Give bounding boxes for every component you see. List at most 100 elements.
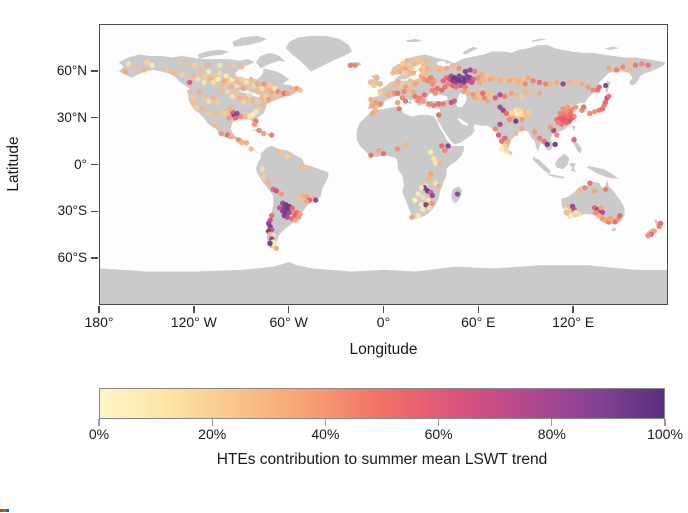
- lake-data-point: [476, 79, 483, 85]
- lake-data-point: [415, 98, 421, 104]
- lake-data-point: [591, 188, 598, 194]
- lake-data-point: [525, 75, 532, 81]
- water-body: [457, 118, 469, 126]
- lake-data-point: [617, 213, 623, 219]
- lake-data-point: [532, 129, 538, 135]
- lake-data-point: [497, 121, 503, 127]
- lake-data-point: [426, 175, 432, 182]
- lake-data-point: [525, 109, 532, 115]
- lake-data-point: [199, 106, 206, 112]
- lake-data-point: [229, 62, 235, 68]
- lake-data-point: [246, 92, 253, 98]
- lake-data-point: [543, 81, 549, 87]
- x-tick-mark: [477, 306, 480, 313]
- lake-data-point: [204, 62, 210, 68]
- lake-data-point: [426, 101, 432, 107]
- lake-data-point: [218, 130, 224, 137]
- lake-data-point: [571, 113, 577, 120]
- landmass: [285, 35, 352, 72]
- landmass: [586, 166, 619, 179]
- water-body: [233, 65, 258, 80]
- lake-data-point: [560, 81, 566, 87]
- lake-data-point: [547, 124, 554, 130]
- y-tick-mark: [91, 116, 98, 119]
- y-tick-label: 60°S: [57, 250, 87, 266]
- colorbar-tick-mark: [98, 419, 100, 426]
- lake-data-point: [210, 79, 217, 85]
- lake-data-point: [426, 205, 432, 211]
- water-body: [426, 93, 449, 101]
- lake-data-point: [187, 89, 193, 95]
- landmass: [405, 38, 423, 43]
- lake-data-point: [190, 99, 196, 106]
- lake-data-point: [201, 79, 207, 85]
- lake-data-point: [406, 87, 412, 93]
- lake-data-point: [246, 113, 253, 120]
- lake-data-point: [536, 79, 543, 85]
- lake-data-point: [555, 120, 562, 126]
- world-map-svg: [100, 35, 667, 304]
- lake-data-point: [554, 132, 560, 138]
- lake-data-point: [442, 84, 448, 90]
- landmass: [604, 46, 620, 50]
- lake-data-point: [435, 112, 442, 118]
- lake-data-point: [218, 89, 224, 95]
- lake-data-point: [240, 99, 247, 106]
- lake-data-point: [467, 67, 473, 73]
- lake-data-point: [544, 141, 550, 147]
- lake-data-point: [194, 76, 201, 82]
- lake-data-point: [511, 76, 517, 82]
- lake-data-point: [217, 62, 223, 68]
- lake-data-point: [259, 166, 265, 172]
- colorbar-title: HTEs contribution to summer mean LSWT tr…: [216, 451, 548, 468]
- lake-data-point: [429, 200, 436, 206]
- lake-data-point: [552, 141, 558, 147]
- landmass: [569, 162, 576, 173]
- lake-data-point: [423, 58, 429, 64]
- y-tick-label: 0°: [74, 156, 87, 172]
- lake-data-point: [347, 62, 354, 68]
- lake-data-point: [606, 93, 612, 99]
- lake-data-point: [246, 82, 253, 89]
- lake-data-point: [226, 115, 232, 121]
- lake-data-point: [261, 101, 267, 107]
- lake-data-point: [579, 81, 585, 87]
- lake-data-point: [443, 65, 450, 72]
- lake-data-point: [432, 90, 439, 96]
- lake-data-point: [412, 93, 418, 99]
- lake-data-point: [268, 132, 275, 138]
- lake-data-point: [402, 98, 409, 104]
- lake-data-point: [217, 70, 223, 76]
- lake-data-point: [415, 191, 421, 197]
- x-tick-mark: [382, 306, 385, 313]
- lake-data-point: [231, 73, 237, 79]
- lake-data-point: [412, 197, 418, 203]
- lake-data-point: [503, 110, 510, 116]
- lake-data-point: [502, 135, 508, 141]
- lake-data-point: [472, 68, 478, 75]
- lake-data-point: [516, 107, 522, 113]
- lake-data-point: [256, 127, 262, 134]
- lake-data-point: [268, 213, 275, 219]
- lake-data-point: [212, 123, 218, 129]
- colorbar-tick-label: 20%: [198, 426, 227, 442]
- lake-data-point: [607, 216, 613, 222]
- lake-data-point: [407, 78, 413, 84]
- x-tick-label: 60° E: [461, 314, 496, 330]
- colorbar-tick-mark: [664, 419, 666, 426]
- lake-data-point: [284, 214, 291, 220]
- lake-data-point: [506, 78, 513, 84]
- lake-data-point: [439, 143, 445, 149]
- x-tick-label: 120° W: [170, 314, 217, 330]
- lake-data-point: [437, 160, 443, 166]
- lake-data-point: [377, 90, 384, 96]
- lake-data-point: [404, 58, 410, 64]
- x-tick-label: 180°: [84, 314, 114, 330]
- lake-data-point: [171, 70, 177, 76]
- colorbar-tick-mark: [211, 419, 213, 426]
- lake-data-point: [276, 149, 283, 155]
- lake-data-point: [554, 79, 560, 85]
- x-tick-mark: [572, 306, 574, 313]
- lake-data-point: [536, 90, 543, 96]
